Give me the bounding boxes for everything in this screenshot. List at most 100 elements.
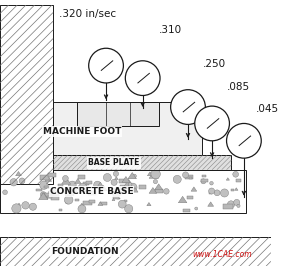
Bar xyxy=(0,237,271,266)
Circle shape xyxy=(221,189,228,197)
Circle shape xyxy=(22,202,29,209)
Bar xyxy=(77,102,159,126)
Polygon shape xyxy=(87,201,91,204)
Bar xyxy=(183,209,190,212)
Bar xyxy=(124,200,127,202)
Circle shape xyxy=(49,191,52,194)
Polygon shape xyxy=(191,187,197,191)
Bar xyxy=(89,200,95,203)
Circle shape xyxy=(195,106,230,141)
Circle shape xyxy=(125,61,160,95)
Polygon shape xyxy=(65,188,74,194)
Text: FOUNDATION: FOUNDATION xyxy=(51,247,119,256)
Circle shape xyxy=(226,124,261,158)
Circle shape xyxy=(133,174,136,178)
Bar xyxy=(189,177,192,179)
Polygon shape xyxy=(178,196,187,203)
Circle shape xyxy=(78,183,87,193)
Polygon shape xyxy=(112,198,115,201)
Bar xyxy=(88,191,96,195)
Circle shape xyxy=(78,205,86,213)
Bar xyxy=(113,196,119,199)
Circle shape xyxy=(19,178,25,184)
Polygon shape xyxy=(67,198,70,201)
Circle shape xyxy=(65,199,71,204)
Circle shape xyxy=(3,190,7,195)
Bar xyxy=(36,189,42,191)
Polygon shape xyxy=(147,172,153,176)
Polygon shape xyxy=(65,189,74,196)
Bar xyxy=(185,175,193,179)
Polygon shape xyxy=(67,191,72,195)
Circle shape xyxy=(153,179,158,184)
Bar xyxy=(209,192,212,194)
Polygon shape xyxy=(124,179,133,186)
Text: CONCRETE BASE: CONCRETE BASE xyxy=(50,188,133,196)
Polygon shape xyxy=(208,202,214,206)
Circle shape xyxy=(151,169,160,179)
Circle shape xyxy=(10,179,17,186)
Circle shape xyxy=(227,201,235,208)
Polygon shape xyxy=(98,202,103,205)
Bar xyxy=(69,188,77,192)
Polygon shape xyxy=(149,188,157,193)
Polygon shape xyxy=(39,193,48,200)
Bar xyxy=(78,175,85,179)
Circle shape xyxy=(89,48,123,83)
Polygon shape xyxy=(74,179,81,183)
Polygon shape xyxy=(114,177,118,179)
Circle shape xyxy=(128,183,132,186)
Polygon shape xyxy=(98,182,103,187)
Text: .320 in/sec: .320 in/sec xyxy=(58,9,116,18)
Bar xyxy=(42,193,51,198)
Bar xyxy=(139,185,146,189)
Circle shape xyxy=(209,188,215,194)
Polygon shape xyxy=(50,189,59,195)
Circle shape xyxy=(111,179,117,185)
Bar xyxy=(201,179,208,182)
Text: BASE PLATE: BASE PLATE xyxy=(88,159,139,167)
Polygon shape xyxy=(128,172,137,179)
Polygon shape xyxy=(235,188,238,190)
Bar xyxy=(202,175,206,177)
Bar xyxy=(53,102,202,155)
Circle shape xyxy=(201,179,206,184)
Circle shape xyxy=(164,189,169,194)
Bar xyxy=(51,196,59,200)
Circle shape xyxy=(233,172,239,177)
Bar xyxy=(0,170,246,213)
Text: .250: .250 xyxy=(202,59,226,69)
Circle shape xyxy=(69,181,76,189)
Circle shape xyxy=(118,200,126,208)
Polygon shape xyxy=(45,176,51,181)
Polygon shape xyxy=(62,177,71,184)
Circle shape xyxy=(113,171,119,176)
Text: MACHINE FOOT: MACHINE FOOT xyxy=(43,127,121,136)
Circle shape xyxy=(214,190,220,196)
Circle shape xyxy=(237,204,240,208)
Bar xyxy=(0,5,53,184)
Polygon shape xyxy=(226,178,230,180)
Circle shape xyxy=(173,175,181,183)
Circle shape xyxy=(29,203,37,210)
Circle shape xyxy=(40,192,46,198)
Text: .045: .045 xyxy=(255,104,278,114)
Polygon shape xyxy=(100,185,107,191)
Text: www.1CAE.com: www.1CAE.com xyxy=(193,250,252,259)
Circle shape xyxy=(40,181,48,189)
Bar xyxy=(44,186,49,188)
Bar xyxy=(155,189,162,193)
Circle shape xyxy=(108,189,113,194)
Circle shape xyxy=(124,205,133,213)
Polygon shape xyxy=(149,171,158,178)
Bar xyxy=(223,204,233,209)
Polygon shape xyxy=(16,172,21,176)
Bar xyxy=(119,179,126,183)
Circle shape xyxy=(63,176,68,181)
Circle shape xyxy=(112,188,121,197)
Bar xyxy=(86,181,92,184)
Circle shape xyxy=(128,183,137,192)
Bar xyxy=(47,195,53,198)
Bar xyxy=(40,175,49,179)
Bar xyxy=(48,173,56,178)
